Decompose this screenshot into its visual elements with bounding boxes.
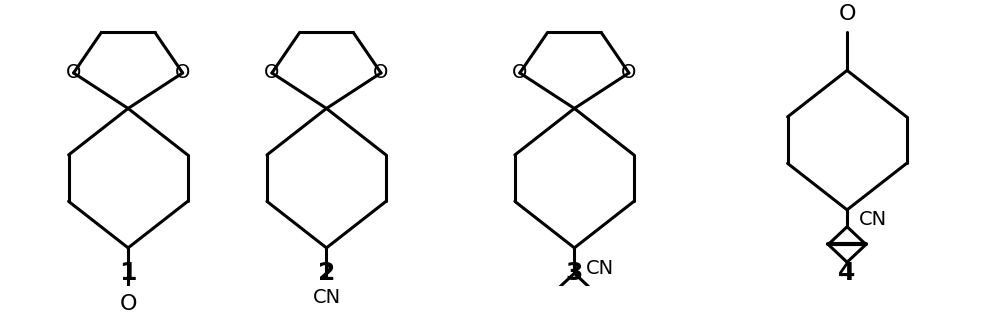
Text: 4: 4: [838, 261, 856, 285]
Text: O: O: [512, 63, 528, 82]
Text: 3: 3: [566, 261, 583, 285]
Text: O: O: [66, 63, 81, 82]
Text: CN: CN: [586, 260, 614, 279]
Text: O: O: [264, 63, 280, 82]
Text: 1: 1: [119, 261, 137, 285]
Text: CN: CN: [312, 288, 341, 307]
Text: O: O: [373, 63, 389, 82]
Text: O: O: [119, 294, 137, 314]
Text: CN: CN: [859, 210, 887, 230]
Text: O: O: [838, 4, 856, 24]
Text: O: O: [175, 63, 190, 82]
Text: 2: 2: [318, 261, 335, 285]
Text: O: O: [621, 63, 637, 82]
